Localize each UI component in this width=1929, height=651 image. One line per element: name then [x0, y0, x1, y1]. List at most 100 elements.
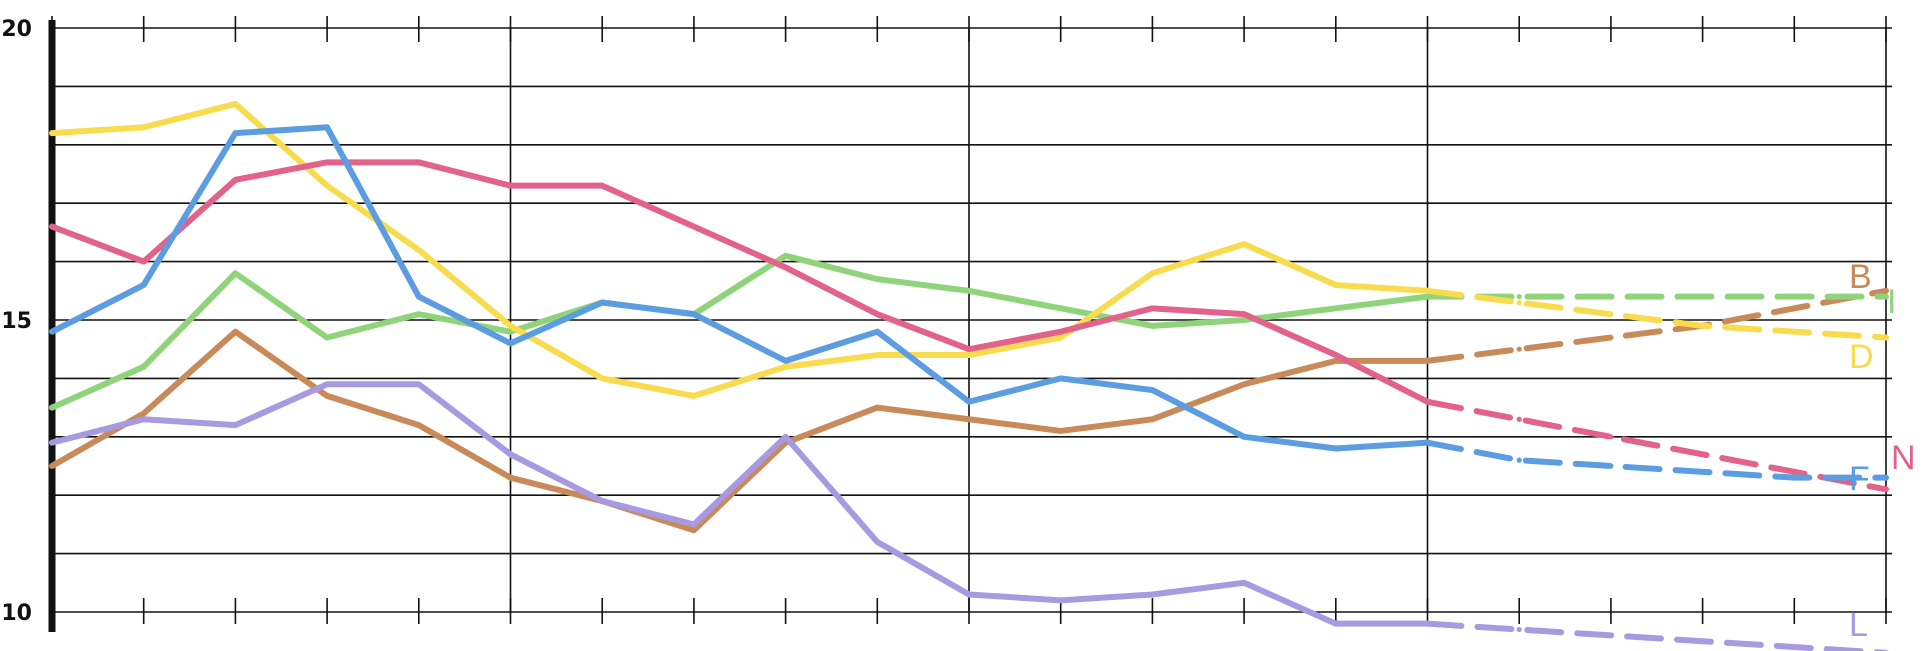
- point-F-13: [1241, 434, 1247, 440]
- y-tick-label-10: 10: [1, 601, 32, 626]
- point-D-6: [599, 375, 605, 381]
- point-N-0: [49, 223, 55, 230]
- point-F-18: [1700, 469, 1706, 475]
- point-B-14: [1333, 358, 1339, 364]
- point-L-14: [1333, 621, 1339, 627]
- series-I-solid: [49, 252, 1431, 411]
- point-D-12: [1149, 270, 1155, 276]
- point-N-16: [1516, 416, 1522, 422]
- point-D-8: [783, 364, 789, 370]
- point-N-3: [324, 159, 330, 165]
- point-D-3: [324, 183, 330, 189]
- point-D-9: [874, 352, 880, 358]
- point-I-16: [1516, 294, 1522, 300]
- point-D-16: [1516, 299, 1522, 306]
- point-N-6: [599, 183, 605, 189]
- point-I-19: [1791, 294, 1797, 300]
- point-N-2: [232, 177, 238, 183]
- labels-layer: BID NF L: [1849, 258, 1916, 644]
- point-D-18: [1700, 323, 1706, 329]
- point-B-5: [507, 475, 514, 481]
- point-L-19: [1791, 644, 1797, 650]
- end-label-F: F: [1849, 460, 1870, 498]
- point-N-13: [1241, 311, 1247, 317]
- point-I-9: [874, 276, 880, 282]
- y-tick-label-15: 15: [1, 309, 32, 334]
- point-L-15: [1424, 621, 1431, 627]
- point-L-7: [691, 521, 697, 528]
- point-B-9: [874, 405, 880, 411]
- point-B-2: [232, 329, 238, 335]
- point-F-12: [1149, 387, 1155, 393]
- point-L-6: [599, 498, 605, 504]
- point-N-18: [1700, 451, 1706, 457]
- point-I-20: [1883, 294, 1889, 300]
- point-B-3: [324, 393, 330, 399]
- point-F-17: [1608, 463, 1614, 469]
- point-I-4: [416, 311, 422, 317]
- point-N-19: [1791, 469, 1797, 475]
- series-L-projection: [1424, 620, 1889, 651]
- point-L-2: [232, 422, 238, 428]
- point-D-17: [1608, 311, 1614, 317]
- point-I-15: [1424, 294, 1431, 300]
- point-F-14: [1333, 445, 1339, 452]
- point-L-8: [783, 434, 789, 440]
- series-N-projection: [1424, 398, 1889, 493]
- point-D-20: [1883, 334, 1889, 341]
- point-L-12: [1149, 591, 1155, 598]
- point-I-2: [232, 270, 238, 276]
- point-D-10: [966, 352, 972, 358]
- point-F-8: [783, 358, 789, 364]
- point-F-0: [49, 329, 55, 335]
- point-I-14: [1333, 305, 1339, 311]
- point-F-7: [691, 311, 697, 317]
- point-N-9: [874, 311, 880, 317]
- point-I-3: [324, 334, 330, 341]
- point-F-20: [1883, 475, 1889, 481]
- point-L-9: [874, 539, 880, 545]
- point-N-20: [1883, 486, 1889, 492]
- point-I-18: [1700, 294, 1706, 300]
- point-L-17: [1608, 632, 1614, 638]
- point-F-1: [141, 282, 147, 288]
- point-L-13: [1241, 580, 1247, 586]
- point-D-14: [1333, 282, 1339, 288]
- point-I-11: [1058, 305, 1064, 311]
- point-F-16: [1516, 457, 1522, 463]
- point-L-4: [416, 381, 422, 387]
- point-B-20: [1883, 288, 1889, 294]
- point-L-5: [507, 451, 514, 457]
- y-tick-label-20: 20: [1, 17, 32, 42]
- point-B-13: [1241, 381, 1247, 387]
- chart-grid: [52, 27, 1892, 613]
- point-F-19: [1791, 475, 1797, 481]
- point-B-12: [1149, 416, 1155, 422]
- point-N-12: [1149, 305, 1155, 311]
- point-L-0: [49, 440, 55, 446]
- point-B-15: [1424, 358, 1431, 364]
- point-I-12: [1149, 323, 1155, 329]
- point-D-5: [507, 323, 514, 329]
- series-D-projection: [1424, 287, 1889, 341]
- point-B-19: [1791, 305, 1797, 311]
- series-layer: [49, 100, 1889, 651]
- point-D-0: [49, 130, 55, 136]
- point-D-11: [1058, 334, 1064, 341]
- end-label-I: I: [1887, 283, 1896, 321]
- end-label-B: B: [1849, 258, 1872, 296]
- series-D-solid: [49, 100, 1431, 399]
- point-I-0: [49, 405, 55, 411]
- point-F-15: [1424, 440, 1431, 446]
- series-L-solid: [49, 381, 1431, 627]
- end-label-D: D: [1849, 338, 1874, 376]
- point-I-8: [783, 253, 789, 259]
- point-D-15: [1424, 288, 1431, 294]
- point-B-17: [1608, 334, 1614, 341]
- point-B-11: [1058, 428, 1064, 434]
- point-D-13: [1241, 241, 1247, 247]
- series-B-projection: [1424, 287, 1889, 364]
- point-I-1: [141, 364, 147, 370]
- point-L-18: [1700, 638, 1706, 644]
